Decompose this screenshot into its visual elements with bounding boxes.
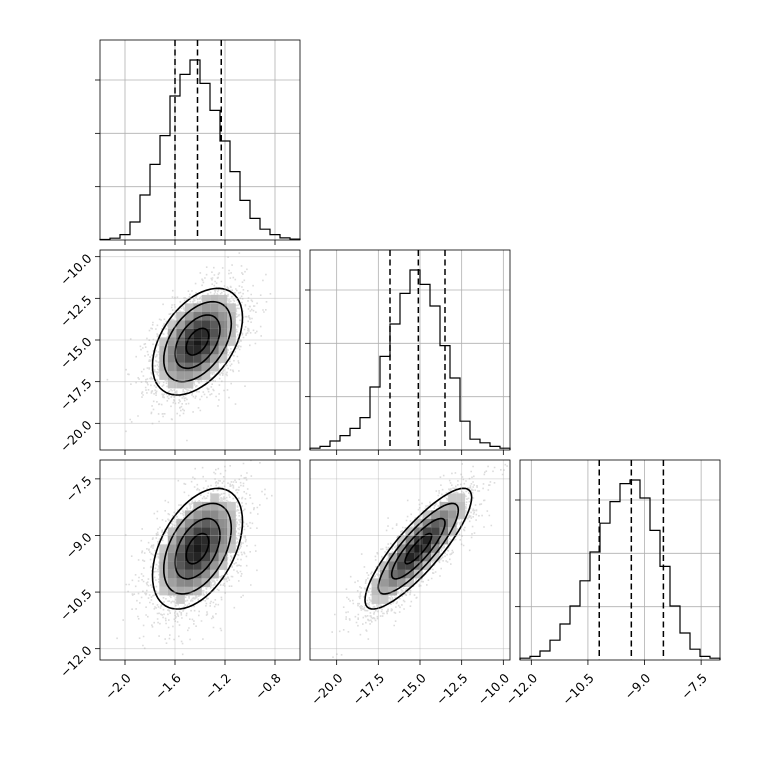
hist-frame-2	[519, 459, 721, 661]
density-map-1-0	[159, 294, 236, 389]
x-tick-label-col2-1: −10.5	[559, 670, 597, 708]
y-tick-label-row1-4: −10.0	[57, 251, 95, 289]
y-tick-label-row1-3: −12.5	[57, 292, 95, 330]
frame-1-0	[99, 249, 301, 451]
contour-2-1-3	[364, 487, 473, 610]
x-tick-label-col0-2: −1.2	[202, 670, 234, 702]
contour-1-0-3	[151, 287, 244, 396]
x-tick-label-col2-2: −9.0	[621, 670, 653, 702]
x-tick-label-col1-0: −20.0	[308, 670, 346, 708]
y-tick-label-row2-0: −12.0	[57, 643, 95, 681]
y-tick-label-row1-2: −15.0	[57, 334, 95, 372]
contour-1-0-0	[185, 327, 210, 356]
grid-1-0	[100, 250, 300, 450]
scatter-panel-1-0	[106, 252, 272, 442]
frame-2-0	[99, 459, 301, 661]
contour-1-0-2	[162, 300, 233, 383]
contour-2-0-3	[151, 487, 244, 610]
y-tick-label-row2-2: −9.0	[63, 529, 95, 561]
hist-frame-1	[309, 249, 511, 451]
x-tick-label-col1-1: −17.5	[350, 670, 388, 708]
x-tick-label-col0-1: −1.6	[152, 670, 184, 702]
scatter-panel-2-0	[116, 460, 273, 656]
grid-2-0	[100, 460, 300, 660]
grid-2-1	[310, 460, 510, 660]
x-tick-label-col1-2: −15.0	[391, 670, 429, 708]
histogram-0	[99, 59, 301, 241]
contour-2-0-0	[185, 532, 210, 565]
contour-2-0-2	[162, 502, 233, 595]
x-tick-label-col1-3: −12.5	[433, 670, 471, 708]
histogram-2	[519, 479, 721, 660]
histogram-1	[309, 269, 511, 450]
density-map-2-0	[159, 493, 236, 604]
x-tick-label-col0-0: −2.0	[102, 670, 134, 702]
y-tick-label-row2-3: −7.5	[63, 473, 95, 505]
hist-frame-0	[99, 39, 301, 241]
frame-2-1	[309, 459, 511, 661]
y-tick-label-row2-1: −10.5	[57, 586, 95, 624]
x-tick-label-col2-0: −12.0	[503, 670, 541, 708]
y-tick-label-row1-1: −17.5	[57, 376, 95, 414]
x-tick-label-col2-3: −7.5	[678, 670, 710, 702]
histogram-panel-0	[95, 39, 301, 245]
x-tick-label-col0-3: −0.8	[252, 670, 284, 702]
y-tick-label-row1-0: −20.0	[57, 417, 95, 455]
histogram-panel-2	[515, 459, 721, 665]
histogram-panel-1	[305, 249, 511, 455]
contour-2-1-1	[390, 517, 446, 580]
